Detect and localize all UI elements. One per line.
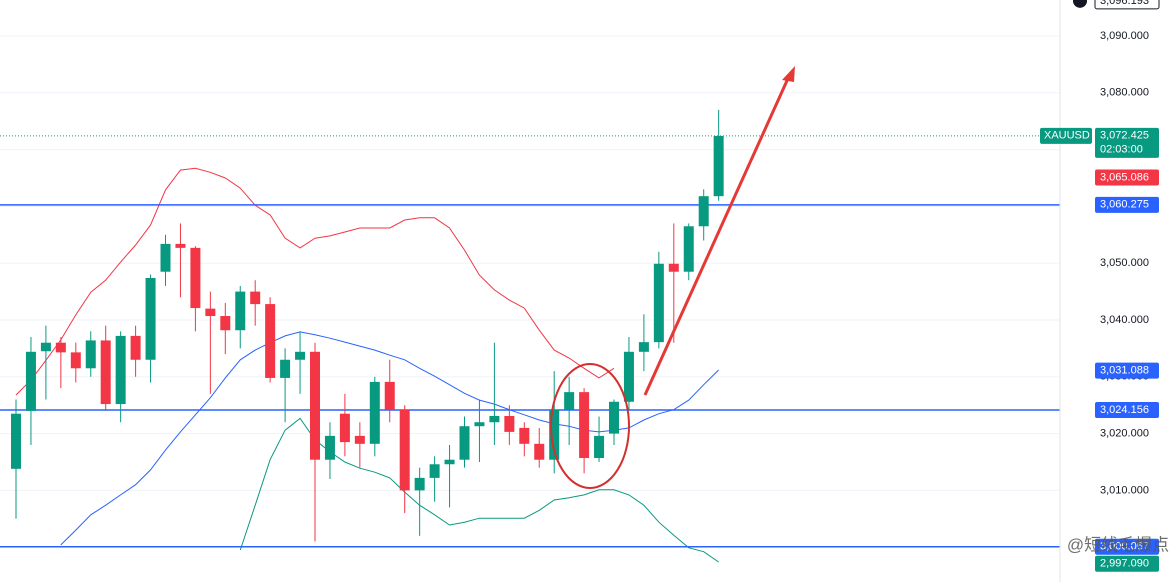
candle-body (459, 426, 470, 460)
price-label-box (1095, 362, 1159, 379)
candle-body (295, 351, 306, 360)
candle-body (549, 409, 560, 460)
candle-body (25, 351, 36, 411)
price-label-box (1095, 169, 1159, 186)
candle-body (250, 291, 261, 305)
price-label-box (1095, 401, 1159, 418)
candle-body (339, 413, 350, 443)
candle-body (623, 351, 634, 402)
candles (11, 109, 724, 542)
candle-body (444, 459, 455, 465)
candle-body (683, 226, 694, 272)
candle-body (369, 381, 380, 444)
candle-body (70, 352, 81, 369)
price-label-box (1095, 538, 1159, 555)
band-line (15, 167, 615, 396)
price-label-box (1095, 555, 1159, 572)
candle-body (474, 422, 485, 427)
price-label: 3,072.425 (1100, 130, 1149, 142)
candle-body (324, 435, 335, 460)
candle-body (145, 277, 156, 360)
y-tick-label: 3,010.000 (1100, 484, 1149, 496)
candle-body (384, 381, 395, 410)
candle-body (11, 413, 21, 469)
candle-body (668, 263, 679, 272)
candle-body (653, 263, 664, 343)
candle-body (235, 291, 246, 331)
candle-body (265, 304, 276, 378)
annotation-ellipse (550, 363, 630, 489)
candle-body (85, 340, 96, 369)
price-label: 2,997.090 (1100, 558, 1149, 570)
candle-body (489, 415, 500, 423)
annotation-arrow (643, 73, 792, 396)
add-icon (1073, 0, 1087, 8)
price-label: 3,065.086 (1100, 171, 1149, 183)
candle-body (190, 247, 201, 309)
watermark: @短线毛爆点 (1067, 535, 1169, 554)
candle-body (504, 415, 515, 432)
y-tick-label: 3,050.000 (1100, 257, 1149, 269)
y-tick-label: 3,080.000 (1100, 87, 1149, 99)
candle-body (175, 243, 186, 248)
symbol-box (1040, 127, 1092, 144)
candle-body (100, 340, 111, 405)
y-tick-label: 3,090.000 (1100, 30, 1149, 42)
candle-body (310, 351, 320, 460)
candle-body (594, 435, 605, 459)
price-label: 3,096.193 (1100, 0, 1149, 7)
candle-body (205, 308, 216, 317)
candle-body (354, 435, 365, 444)
price-axis: 3,010.0003,020.0003,030.0003,040.0003,05… (1040, 0, 1160, 572)
candle-body (55, 342, 66, 353)
candle-body (609, 401, 619, 434)
price-label: 3,024.156 (1100, 404, 1149, 416)
arrow-head (782, 66, 795, 82)
candle-body (399, 409, 410, 491)
price-label-box (1095, 127, 1159, 158)
candle-body (414, 477, 425, 491)
candle-body (519, 427, 530, 444)
candle-body (638, 342, 649, 352)
candle-body (579, 392, 590, 459)
candle-body (130, 335, 141, 360)
price-label: 3,000.067 (1100, 541, 1149, 553)
candle-body (534, 443, 545, 460)
candle-body (160, 243, 171, 272)
price-label-box (1094, 0, 1160, 10)
candle-body (280, 359, 291, 378)
candle-body (115, 335, 126, 405)
lines (0, 135, 1060, 548)
candle-body (713, 135, 724, 197)
candle-body (564, 392, 575, 410)
price-label-sub: 02:03:00 (1100, 144, 1143, 156)
candle-body (429, 464, 440, 478)
y-tick-label: 3,040.000 (1100, 314, 1149, 326)
price-label: 3,060.275 (1100, 199, 1149, 211)
candle-body (40, 342, 51, 352)
y-tick-label: 3,020.000 (1100, 427, 1149, 439)
candle-body (220, 316, 231, 331)
grid (0, 35, 1060, 491)
price-label: 3,031.088 (1100, 365, 1149, 377)
candle-body (698, 196, 709, 227)
price-label-box (1095, 196, 1159, 213)
symbol-label: XAUUSD (1044, 130, 1090, 142)
